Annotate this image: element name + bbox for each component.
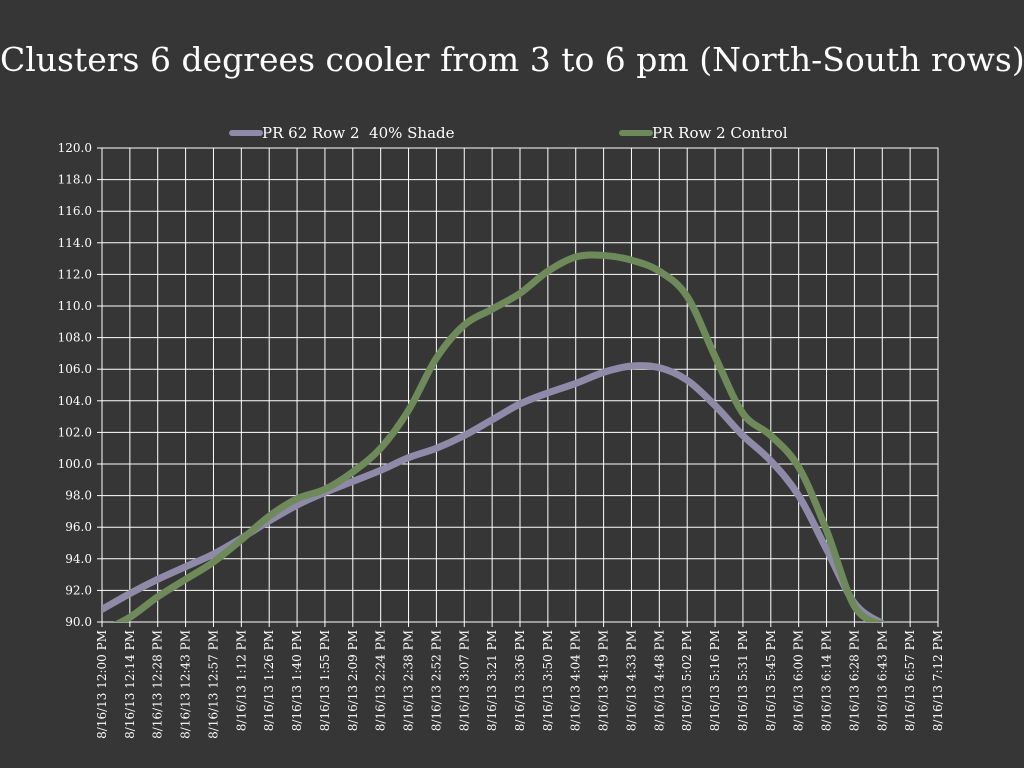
- x-tick-label: 8/16/13 6:00 PM: [792, 630, 806, 731]
- x-tick-label: 8/16/13 4:19 PM: [597, 630, 611, 731]
- x-tick-label: 8/16/13 5:45 PM: [764, 630, 778, 731]
- y-tick-label: 98.0: [65, 489, 92, 503]
- y-tick-label: 96.0: [65, 520, 92, 534]
- x-tick-label: 8/16/13 4:48 PM: [652, 630, 666, 731]
- x-tick-label: 8/16/13 6:28 PM: [847, 630, 861, 731]
- x-tick-label: 8/16/13 3:50 PM: [541, 630, 555, 731]
- y-tick-label: 94.0: [65, 552, 92, 566]
- x-tick-label: 8/16/13 5:16 PM: [708, 630, 722, 731]
- x-tick-label: 8/16/13 2:24 PM: [374, 630, 388, 731]
- x-tick-label: 8/16/13 2:09 PM: [346, 630, 360, 731]
- x-tick-label: 8/16/13 1:26 PM: [262, 630, 276, 731]
- x-tick-label: 8/16/13 6:57 PM: [903, 630, 917, 731]
- y-tick-label: 114.0: [58, 236, 92, 250]
- series-line-control: [113, 251, 884, 622]
- y-tick-label: 104.0: [58, 394, 92, 408]
- x-tick-label: 8/16/13 5:31 PM: [736, 630, 750, 731]
- y-tick-label: 112.0: [58, 267, 92, 281]
- x-tick-label: 8/16/13 12:57 PM: [206, 630, 220, 739]
- plot-area-border: [101, 147, 939, 623]
- x-tick-label: 8/16/13 4:04 PM: [569, 630, 583, 731]
- y-tick-label: 102.0: [58, 425, 92, 439]
- x-tick-label: 8/16/13 3:36 PM: [513, 630, 527, 731]
- y-tick-label: 106.0: [58, 362, 92, 376]
- chart-series: [102, 251, 886, 622]
- legend-label: PR Row 2 Control: [652, 124, 788, 142]
- legend-label: PR 62 Row 2 40% Shade: [262, 124, 455, 142]
- x-tick-label: 8/16/13 3:21 PM: [485, 630, 499, 731]
- x-tick-label: 8/16/13 2:52 PM: [429, 630, 443, 731]
- chart-axes: 120.0 118.0 116.0 114.0 112.0 110.0 108.0 106.0…: [58, 141, 945, 739]
- y-tick-label: 120.0: [58, 141, 92, 155]
- y-tick-label: 116.0: [58, 204, 92, 218]
- y-tick-label: 90.0: [65, 615, 92, 629]
- x-tick-label: 8/16/13 6:43 PM: [875, 630, 889, 731]
- x-tick-label: 8/16/13 12:00 PM: [95, 630, 109, 739]
- y-tick-label: 108.0: [58, 331, 92, 345]
- x-tick-label: 8/16/13 12:43 PM: [179, 630, 193, 739]
- x-tick-label: 8/16/13 1:12 PM: [234, 630, 248, 731]
- x-tick-label: 8/16/13 5:02 PM: [680, 630, 694, 731]
- x-tick-label: 8/16/13 1:40 PM: [290, 630, 304, 731]
- x-tick-label: 8/16/13 2:38 PM: [402, 630, 416, 731]
- y-tick-label: 110.0: [58, 299, 92, 313]
- y-tick-label: 118.0: [58, 173, 92, 187]
- x-tick-label: 8/16/13 1:55 PM: [318, 630, 332, 731]
- x-tick-label: 8/16/13 4:33 PM: [624, 630, 638, 731]
- x-tick-label: 8/16/13 6:14 PM: [820, 630, 834, 731]
- x-tick-label: 8/16/13 3:07 PM: [457, 630, 471, 731]
- y-tick-label: 100.0: [58, 457, 92, 471]
- y-tick-label: 92.0: [65, 583, 92, 597]
- x-tick-label: 8/16/13 12:14 PM: [123, 630, 137, 739]
- chart-legend: PR 62 Row 2 40% Shade PR Row 2 Control: [229, 124, 788, 142]
- x-tick-label: 8/16/13 12:28 PM: [151, 630, 165, 739]
- x-tick-label: 8/16/13 7:12 PM: [931, 630, 945, 731]
- slide-title: Clusters 6 degrees cooler from 3 to 6 pm…: [0, 40, 1024, 79]
